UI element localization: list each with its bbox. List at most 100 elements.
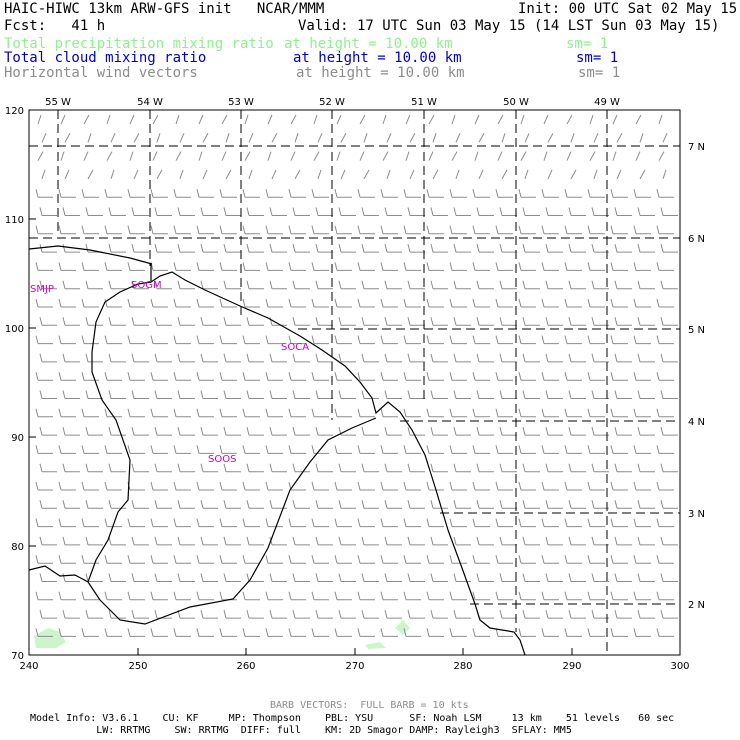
- model-info-line2: LW: RRTMG SW: RRTMG DIFF: full KM: 2D Sm…: [30, 725, 572, 736]
- wind-barb: [62, 463, 80, 473]
- wind-barb: [104, 445, 122, 454]
- wind-barb: [156, 169, 163, 180]
- wind-barb: [292, 353, 310, 363]
- wind-barb: [246, 463, 264, 473]
- wind-barb: [633, 481, 651, 491]
- wind-barb: [660, 353, 678, 363]
- wind-barb: [633, 408, 651, 418]
- station-label: SOOS: [208, 454, 236, 465]
- precip-shading: [34, 620, 410, 649]
- wind-barb: [127, 518, 145, 528]
- wind-barb: [219, 298, 237, 308]
- wind-barb: [476, 426, 494, 436]
- wind-barb: [407, 536, 425, 546]
- wind-barb: [58, 481, 76, 491]
- wind-barb: [453, 353, 471, 363]
- wind-barb: [177, 609, 195, 619]
- wind-barb: [453, 536, 471, 546]
- wind-barb: [39, 463, 57, 473]
- wind-barb: [384, 500, 402, 509]
- wind-barb: [338, 463, 356, 473]
- wind-barb: [81, 262, 99, 271]
- y-tick-label: 120: [5, 106, 24, 117]
- wind-barb: [426, 262, 444, 271]
- wind-barb: [150, 335, 168, 345]
- wind-barb: [564, 518, 582, 528]
- wind-barb: [58, 628, 76, 637]
- wind-barb: [288, 298, 306, 308]
- wind-barb: [587, 225, 605, 235]
- wind-barb: [267, 151, 272, 161]
- wind-barb: [453, 207, 471, 216]
- wind-barb: [41, 133, 47, 143]
- wind-barb: [380, 591, 398, 601]
- wind-barb: [587, 518, 605, 528]
- wind-barb: [472, 335, 490, 345]
- wind-barb: [104, 555, 122, 564]
- wind-barb: [223, 573, 241, 582]
- wind-barb: [150, 189, 168, 198]
- wind-barb: [39, 317, 57, 326]
- wind-barb: [426, 591, 444, 601]
- wind-barb: [403, 189, 421, 198]
- wind-barb: [150, 262, 168, 271]
- wind-barb: [219, 445, 237, 454]
- wind-barb: [81, 518, 99, 528]
- wind-barb: [616, 169, 622, 180]
- wind-barb: [177, 500, 195, 509]
- wind-barb: [449, 555, 467, 564]
- wind-barb: [334, 591, 352, 601]
- wind-barb: [363, 169, 370, 180]
- wind-barb: [219, 372, 237, 381]
- wind-barb: [610, 408, 628, 418]
- field-cloud-sm: sm= 1: [576, 50, 619, 66]
- wind-barb: [150, 481, 168, 491]
- wind-barb: [104, 225, 122, 235]
- wind-barb: [150, 628, 168, 637]
- wind-barb: [179, 133, 185, 143]
- wind-barb: [85, 426, 103, 436]
- wind-barb: [58, 298, 76, 308]
- wind-barb: [315, 500, 333, 509]
- wind-barb: [271, 169, 277, 180]
- wind-barb: [656, 262, 674, 271]
- wind-barb: [104, 262, 122, 271]
- wind-barb: [311, 481, 329, 491]
- wind-barb: [334, 481, 352, 491]
- wind-barb: [340, 133, 347, 143]
- wind-barb: [223, 500, 241, 509]
- wind-barb: [269, 280, 287, 290]
- wind-barb: [501, 169, 508, 180]
- wind-barb: [633, 262, 651, 271]
- wind-barb: [430, 500, 448, 509]
- wind-barb: [543, 114, 549, 125]
- wind-barb: [39, 390, 57, 399]
- wind-barb: [449, 225, 467, 235]
- wind-barb: [242, 189, 260, 198]
- wind-barb: [37, 151, 44, 161]
- wind-barb: [106, 114, 111, 125]
- wind-barb: [338, 536, 356, 546]
- wind-barb: [453, 573, 471, 582]
- wind-barb: [407, 573, 425, 582]
- wind-barb: [219, 225, 237, 235]
- wind-barb: [35, 591, 53, 601]
- wind-barb: [58, 335, 76, 345]
- wind-barb: [127, 481, 145, 491]
- wind-barb: [518, 262, 536, 271]
- wind-barb: [315, 536, 333, 546]
- wind-barb: [81, 225, 99, 235]
- wind-barb: [449, 628, 467, 637]
- wind-barb: [637, 573, 655, 582]
- wind-barb: [453, 317, 471, 326]
- wind-barb: [58, 408, 76, 418]
- wind-barb: [246, 280, 264, 290]
- wind-barb: [524, 133, 530, 143]
- wind-barb: [83, 114, 90, 125]
- wind-barb: [426, 445, 444, 454]
- field-wind-name: Horizontal wind vectors: [4, 65, 198, 81]
- wind-barb: [449, 335, 467, 345]
- wind-barb: [403, 408, 421, 418]
- wind-barb: [656, 591, 674, 601]
- wind-barb: [564, 591, 582, 601]
